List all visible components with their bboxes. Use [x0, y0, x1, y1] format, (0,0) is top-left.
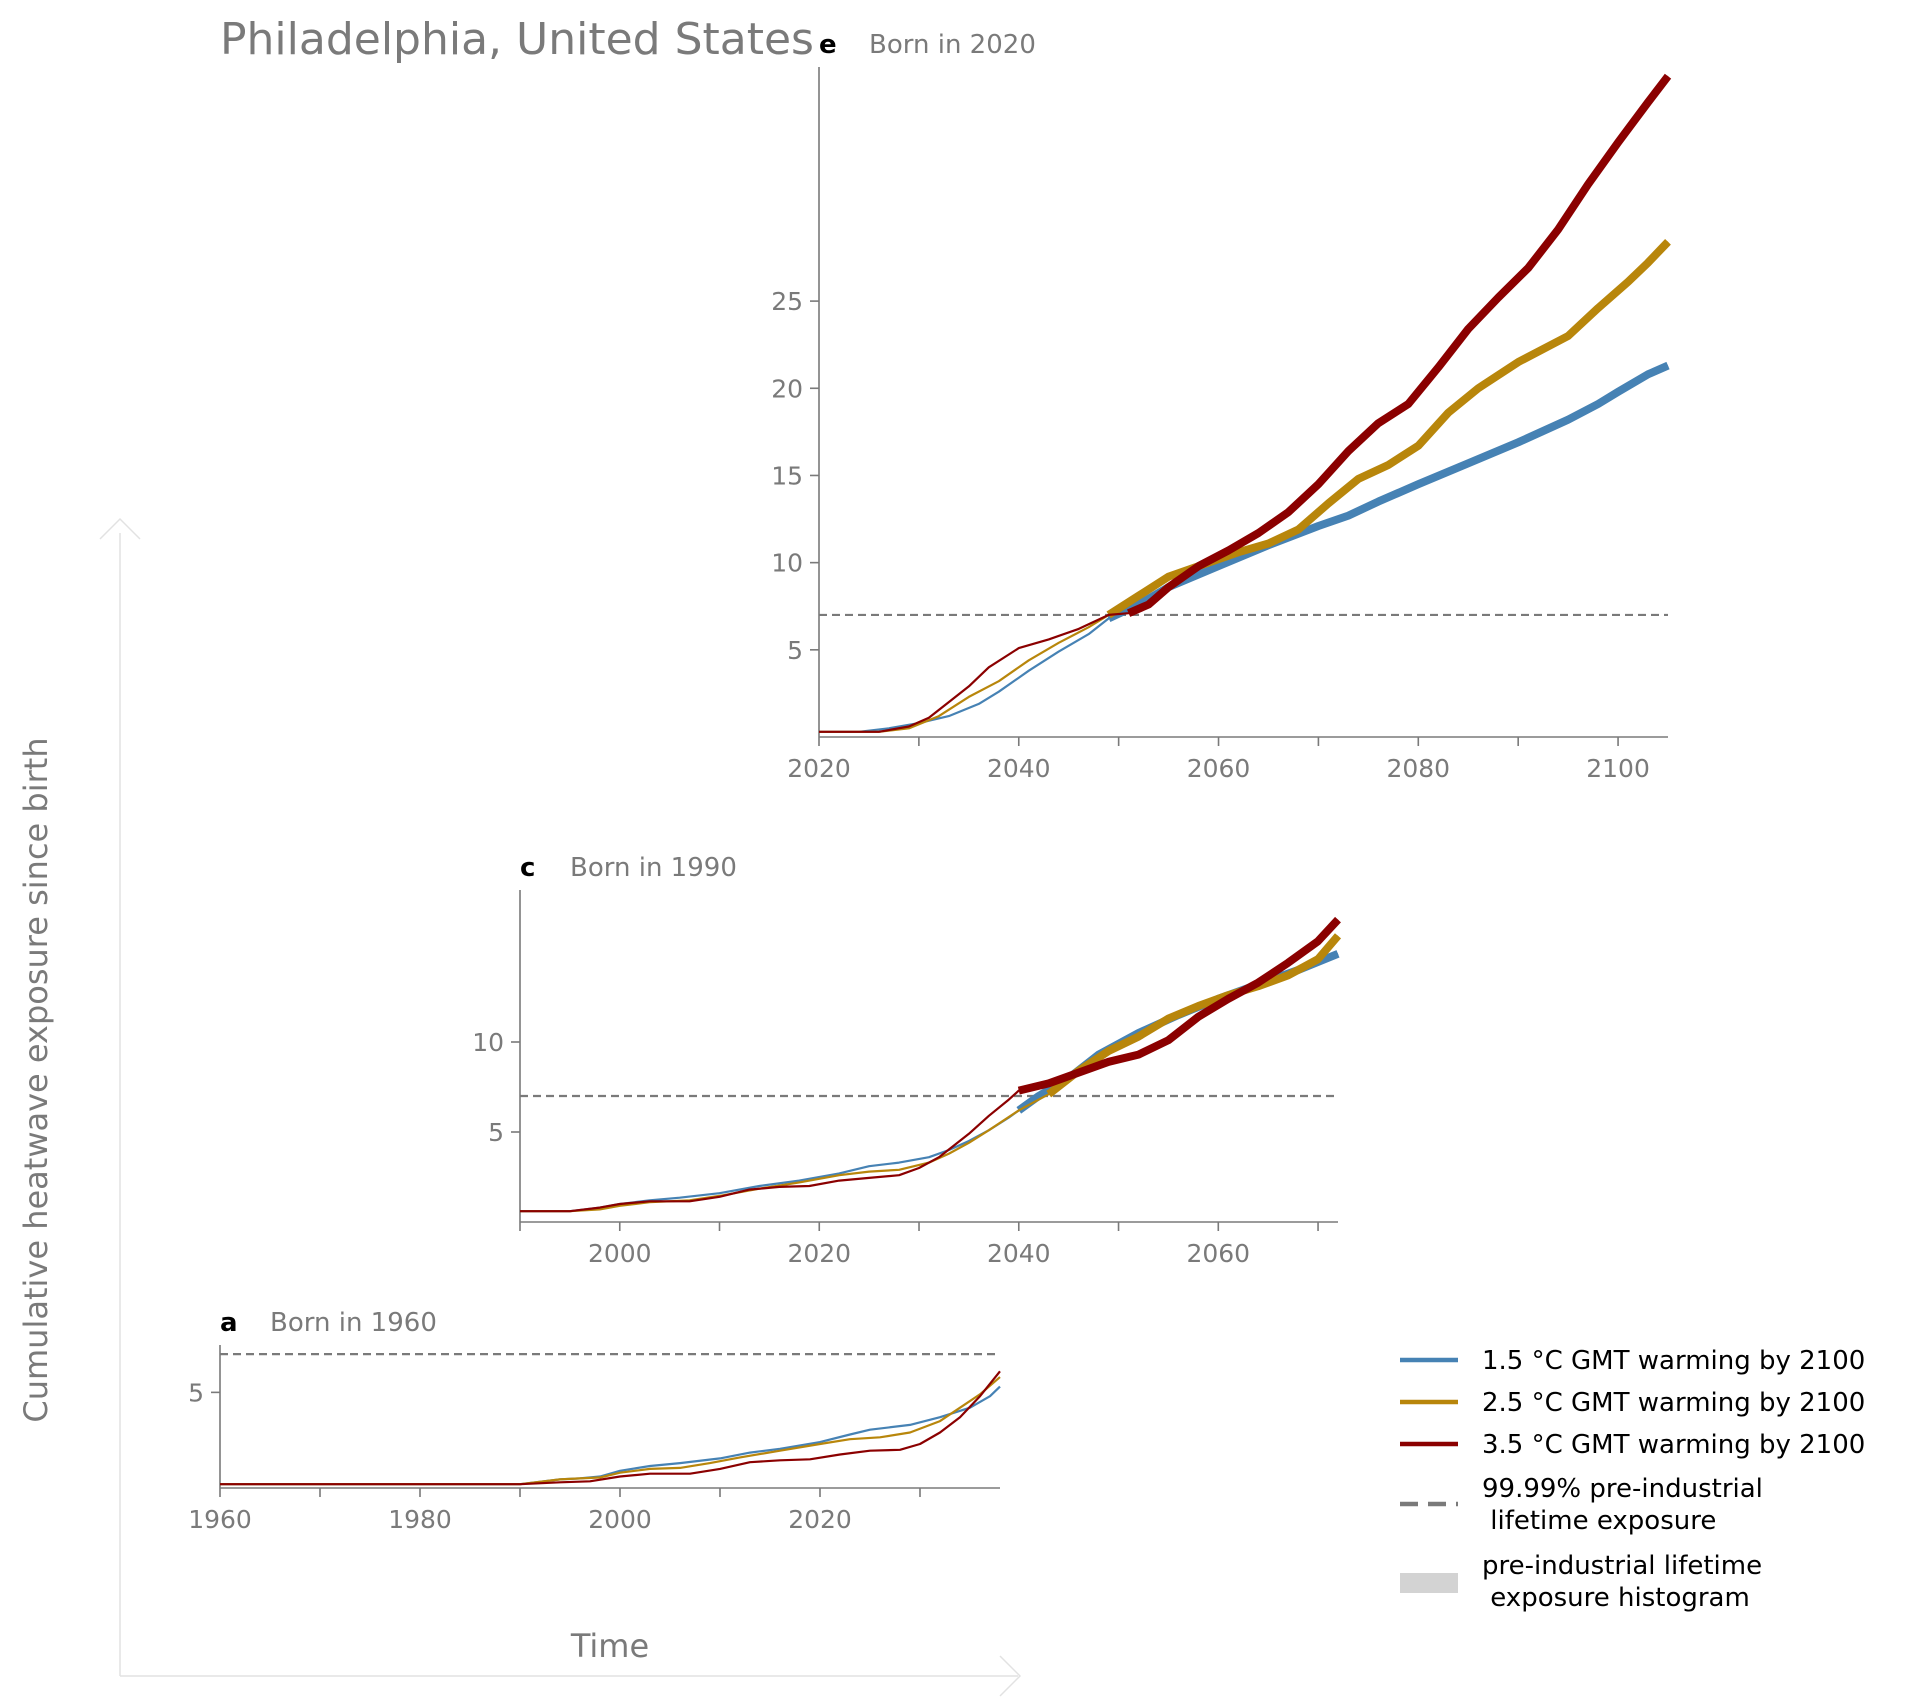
- legend-item: 3.5 °C GMT warming by 2100: [1400, 1430, 1865, 1460]
- y-axis-title: Cumulative heatwave exposure since birth: [17, 737, 55, 1422]
- x-tick-label: 1960: [188, 1505, 252, 1534]
- y-tick-label: 10: [472, 1028, 504, 1057]
- x-tick-label: 2080: [1386, 754, 1450, 783]
- series-emergence-s35: [1017, 916, 1341, 1095]
- x-arrow-head-icon: [999, 1655, 1022, 1697]
- y-tick-label: 5: [488, 1118, 504, 1147]
- series-line-s15: [520, 952, 1339, 1213]
- y-arrow-head-icon: [99, 517, 141, 540]
- x-tick-label: 2020: [787, 754, 851, 783]
- x-tick-label: 2100: [1586, 754, 1650, 783]
- series-line-s25: [520, 935, 1339, 1213]
- legend: 1.5 °C GMT warming by 2100 2.5 °C GMT war…: [1400, 1346, 1865, 1613]
- series-emergence-s35: [1127, 73, 1672, 617]
- series-line-s35: [220, 1370, 1001, 1486]
- x-tick-label: 2000: [588, 1239, 652, 1268]
- x-tick-label: 2060: [1187, 754, 1251, 783]
- panel-title: Born in 1990: [570, 853, 737, 883]
- figure-title: Philadelphia, United States: [220, 14, 814, 65]
- series-emergence-s25: [1106, 239, 1671, 619]
- y-tick-label: 25: [771, 287, 803, 316]
- panel-a: a Born in 1960 1960 1980 2000 2020 5: [188, 1308, 1001, 1534]
- x-tick-label: 2000: [588, 1505, 652, 1534]
- legend-item: pre-industrial lifetime exposure histogr…: [1400, 1551, 1762, 1613]
- panel-letter: e: [819, 30, 837, 60]
- series-line-s35: [520, 918, 1339, 1213]
- x-tick-label: 2040: [987, 1239, 1051, 1268]
- x-tick-label: 2020: [788, 1505, 852, 1534]
- y-tick-label: 20: [771, 374, 803, 403]
- legend-item: 1.5 °C GMT warming by 2100: [1400, 1346, 1865, 1376]
- legend-label: 1.5 °C GMT warming by 2100: [1482, 1346, 1865, 1376]
- series-line-s25: [819, 241, 1669, 733]
- x-tick-label: 2040: [987, 754, 1051, 783]
- panel-title: Born in 1960: [270, 1308, 437, 1338]
- x-tick-label: 2060: [1186, 1239, 1250, 1268]
- panel-title: Born in 2020: [869, 30, 1036, 60]
- series-line-s25: [220, 1376, 1001, 1486]
- legend-label: 3.5 °C GMT warming by 2100: [1482, 1430, 1865, 1460]
- x-tick-label: 1980: [388, 1505, 452, 1534]
- panel-e: e Born in 2020 2020 2040 2060 2080 2100 5 10 15 20…: [771, 30, 1672, 783]
- x-tick-label: 2020: [787, 1239, 851, 1268]
- x-axis-title: Time: [570, 1627, 649, 1665]
- legend-item: 2.5 °C GMT warming by 2100: [1400, 1388, 1865, 1418]
- y-tick-label: 15: [771, 461, 803, 490]
- legend-label: pre-industrial lifetime exposure histogr…: [1482, 1551, 1762, 1613]
- series-emergence-s15: [1107, 361, 1670, 623]
- series-line-s35: [819, 75, 1669, 733]
- legend-swatch-patch: [1400, 1573, 1458, 1593]
- panel-letter: a: [220, 1308, 238, 1338]
- series-emergence-s25: [1046, 933, 1342, 1098]
- y-tick-label: 5: [188, 1378, 204, 1407]
- legend-label: 99.99% pre-industrial lifetime exposure: [1482, 1474, 1763, 1536]
- panel-c: c Born in 1990 2000 2020 2040 2060 5 10: [472, 853, 1342, 1268]
- y-tick-label: 5: [787, 636, 803, 665]
- panel-letter: c: [520, 853, 535, 883]
- series-line-s15: [220, 1385, 1001, 1486]
- time-axis-arrows: [99, 517, 1022, 1697]
- legend-item: 99.99% pre-industrial lifetime exposure: [1400, 1474, 1763, 1536]
- y-tick-label: 10: [771, 549, 803, 578]
- legend-label: 2.5 °C GMT warming by 2100: [1482, 1388, 1865, 1418]
